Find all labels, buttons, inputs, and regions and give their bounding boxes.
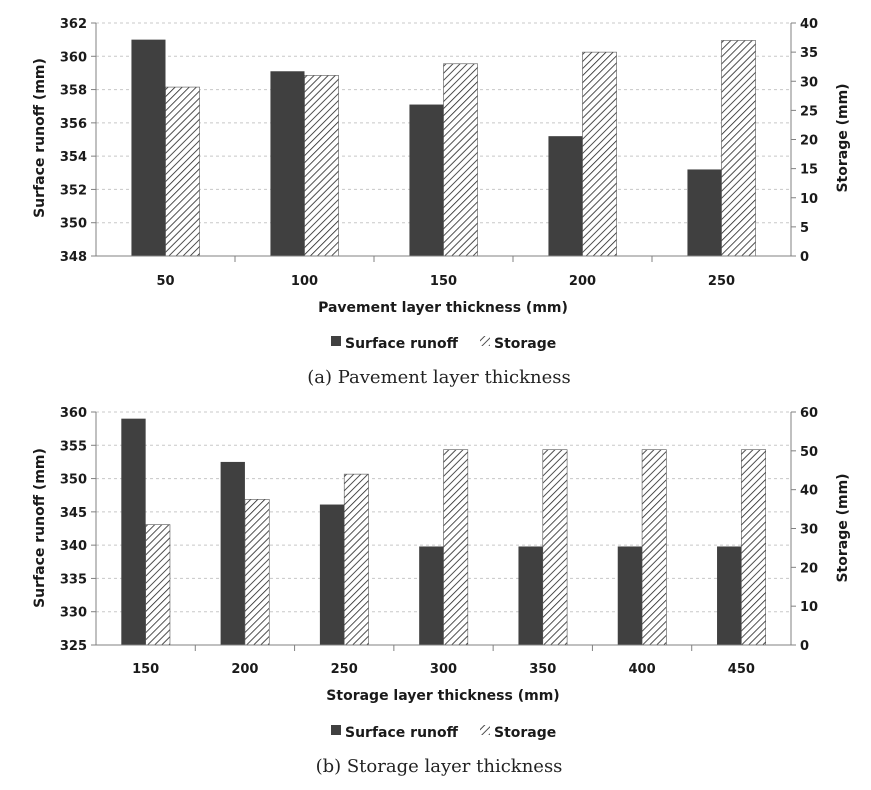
bar-surface-runoff xyxy=(687,169,722,256)
chart-a-legend-swatch-runoff xyxy=(331,336,341,346)
x-tick-label: 250 xyxy=(708,274,735,289)
x-tick-label: 200 xyxy=(569,274,596,289)
y-tick-label-right: 60 xyxy=(800,406,818,421)
chart-a-axes xyxy=(91,22,796,262)
chart-b-ylabel-left: Surface runoff (mm) xyxy=(32,448,48,608)
bar-storage xyxy=(741,449,766,646)
y-tick-label-right: 40 xyxy=(800,17,818,32)
chart-a-tick-labels: 348 350 352 354 356 358 360 362 0 5 10 15 20 25 30 35 40… xyxy=(60,17,818,289)
chart-a-ylabel-right: Storage (mm) xyxy=(835,83,851,192)
chart-b-legend-label-runoff: Surface runoff xyxy=(345,725,459,741)
y-tick-label-right: 50 xyxy=(800,445,818,460)
y-tick-label-left: 362 xyxy=(60,17,87,32)
y-tick-label-left: 345 xyxy=(60,506,87,521)
x-tick-label: 450 xyxy=(728,662,755,677)
chart-b-axes xyxy=(91,411,796,651)
x-tick-label: 50 xyxy=(156,274,174,289)
y-tick-label-left: 354 xyxy=(60,150,87,165)
bar-storage xyxy=(721,40,756,257)
y-tick-label-left: 330 xyxy=(60,606,87,621)
y-tick-label-right: 10 xyxy=(800,192,818,207)
y-tick-label-left: 352 xyxy=(60,183,87,198)
chart-a: 348 350 352 354 356 358 360 362 0 5 10 15 20 25 30 35 40… xyxy=(32,17,851,388)
chart-b-xlabel: Storage layer thickness (mm) xyxy=(326,688,559,704)
bar-storage xyxy=(443,63,478,257)
chart-a-ylabel-left: Surface runoff (mm) xyxy=(32,58,48,218)
bar-storage xyxy=(343,473,369,646)
bar-surface-runoff xyxy=(121,418,146,645)
y-tick-label-right: 40 xyxy=(800,484,818,499)
y-tick-label-left: 355 xyxy=(60,439,87,454)
bar-storage xyxy=(582,51,617,257)
chart-b-legend-swatch-runoff xyxy=(331,725,341,735)
y-tick-label-left: 360 xyxy=(60,50,87,65)
bar-storage xyxy=(145,524,171,646)
y-tick-label-right: 15 xyxy=(800,163,818,178)
x-tick-label: 350 xyxy=(529,662,556,677)
y-tick-label-right: 30 xyxy=(800,523,818,538)
chart-b-bars xyxy=(121,418,766,646)
chart-b-caption: (b) Storage layer thickness xyxy=(316,756,563,777)
bar-storage xyxy=(443,449,469,646)
y-tick-label-right: 10 xyxy=(800,600,818,615)
y-tick-label-left: 340 xyxy=(60,539,87,554)
chart-a-legend-label-storage: Storage xyxy=(494,336,556,352)
bar-surface-runoff xyxy=(518,546,543,645)
y-tick-label-left: 350 xyxy=(60,473,87,488)
bar-surface-runoff xyxy=(617,546,643,645)
bar-surface-runoff xyxy=(548,136,583,256)
bar-storage xyxy=(542,449,568,646)
x-tick-label: 300 xyxy=(430,662,457,677)
y-tick-label-left: 325 xyxy=(60,639,87,654)
chart-a-legend-label-runoff: Surface runoff xyxy=(345,336,459,352)
y-tick-label-left: 350 xyxy=(60,217,87,232)
y-tick-label-right: 5 xyxy=(800,221,809,236)
chart-a-legend-swatch-storage xyxy=(480,336,490,346)
x-tick-label: 250 xyxy=(331,662,358,677)
x-tick-label: 400 xyxy=(629,662,656,677)
bar-surface-runoff xyxy=(419,546,444,645)
y-tick-label-left: 360 xyxy=(60,406,87,421)
bar-storage xyxy=(244,499,270,646)
bar-surface-runoff xyxy=(717,546,742,645)
chart-b-legend: Surface runoff Storage xyxy=(331,725,556,741)
bar-surface-runoff xyxy=(409,104,444,256)
y-tick-label-right: 30 xyxy=(800,75,818,90)
y-tick-label-left: 348 xyxy=(60,250,87,265)
chart-a-legend: Surface runoff Storage xyxy=(331,336,556,352)
chart-a-xlabel: Pavement layer thickness (mm) xyxy=(318,300,568,316)
x-tick-label: 100 xyxy=(291,274,318,289)
y-tick-label-left: 356 xyxy=(60,117,87,132)
chart-b-tick-labels: 325 330 335 340 345 350 355 360 0 10 20 30 40 50 60 150… xyxy=(60,406,818,677)
chart-b-legend-label-storage: Storage xyxy=(494,725,556,741)
y-tick-label-right: 20 xyxy=(800,134,818,149)
y-tick-label-right: 35 xyxy=(800,46,818,61)
y-tick-label-left: 335 xyxy=(60,572,87,587)
x-tick-label: 150 xyxy=(430,274,457,289)
bar-surface-runoff xyxy=(131,39,166,257)
chart-a-caption: (a) Pavement layer thickness xyxy=(307,367,571,388)
y-tick-label-right: 0 xyxy=(800,639,809,654)
chart-b-ylabel-right: Storage (mm) xyxy=(835,473,851,582)
bar-storage xyxy=(304,75,339,257)
chart-b-gridlines xyxy=(96,411,791,613)
bar-storage xyxy=(165,86,200,257)
bar-surface-runoff xyxy=(270,71,305,256)
x-tick-label: 150 xyxy=(132,662,159,677)
y-tick-label-right: 20 xyxy=(800,561,818,576)
x-tick-label: 200 xyxy=(231,662,258,677)
y-tick-label-left: 358 xyxy=(60,84,87,99)
chart-b: 325 330 335 340 345 350 355 360 0 10 20 30 40 50 60 150… xyxy=(32,406,851,777)
y-tick-label-right: 0 xyxy=(800,250,809,265)
chart-a-gridlines xyxy=(96,22,791,224)
bar-storage xyxy=(641,449,667,646)
bar-surface-runoff xyxy=(220,461,245,645)
chart-a-bars xyxy=(131,39,756,257)
y-tick-label-right: 25 xyxy=(800,104,818,119)
chart-b-legend-swatch-storage xyxy=(480,725,490,735)
bar-surface-runoff xyxy=(319,504,345,645)
